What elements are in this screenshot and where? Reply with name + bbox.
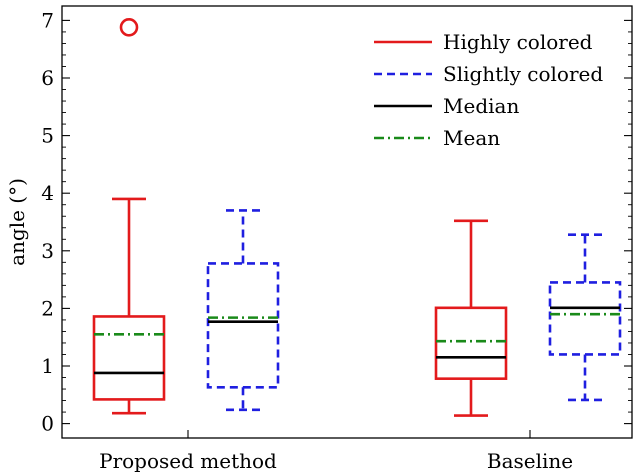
y-axis-label: angle (°)	[5, 178, 29, 266]
outlier-point	[119, 18, 139, 37]
legend-label: Mean	[443, 126, 500, 150]
x-tick-label: Proposed method	[99, 449, 277, 473]
y-tick-label: 0	[41, 412, 54, 436]
y-tick-label: 6	[41, 66, 54, 90]
box-iqr	[92, 315, 166, 401]
box-iqr	[548, 281, 622, 356]
y-tick-label: 5	[41, 124, 54, 148]
legend: Highly colored Slightly colored Median Mean	[374, 30, 603, 150]
box-iqr	[434, 306, 508, 380]
boxes	[92, 18, 622, 417]
y-tick-label: 4	[41, 181, 54, 205]
legend-item: Mean	[374, 126, 500, 150]
y-tick-label: 2	[41, 296, 54, 320]
y-tick-label: 3	[41, 239, 54, 263]
legend-label: Slightly colored	[443, 62, 603, 86]
box-slightly-colored	[206, 209, 280, 412]
legend-item: Slightly colored	[374, 62, 603, 86]
box-highly-colored	[434, 219, 508, 417]
legend-label: Highly colored	[443, 30, 593, 54]
legend-label: Median	[443, 94, 519, 118]
legend-item: Median	[374, 94, 519, 118]
plot-frame	[61, 5, 633, 439]
box-slightly-colored	[548, 233, 622, 402]
y-tick-label: 7	[41, 8, 54, 32]
box-iqr	[206, 262, 280, 389]
y-tick-label: 1	[41, 354, 54, 378]
x-tick-label: Baseline	[487, 449, 573, 473]
box-highly-colored	[92, 18, 166, 415]
axes: 0 1 2 3 4 5 6 7 angle (°) Proposed method Baseline	[5, 5, 633, 473]
legend-item: Highly colored	[374, 30, 593, 54]
